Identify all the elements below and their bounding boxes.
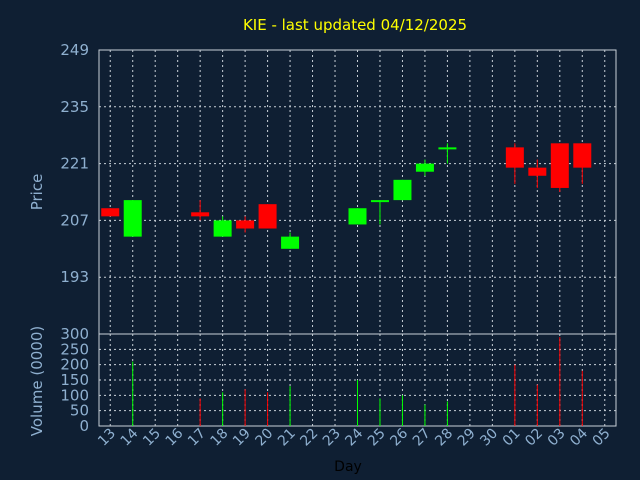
price-tick-label: 249	[60, 41, 89, 59]
volume-tick-label: 300	[60, 325, 89, 343]
candle-body	[415, 163, 434, 172]
price-panel: 249 235 221 207 193	[60, 41, 617, 335]
candle-body	[393, 179, 412, 201]
candle-body	[258, 204, 277, 229]
candle-body	[123, 200, 142, 237]
candle-body	[370, 200, 389, 203]
candle-body	[528, 167, 547, 176]
candle-body	[573, 143, 592, 168]
candle-body	[281, 236, 300, 249]
volume-tick-label: 200	[60, 356, 89, 374]
volume-tick-label: 50	[70, 402, 89, 420]
candle-body	[101, 208, 120, 217]
volume-tick-label: 0	[79, 417, 89, 435]
price-tick-label: 207	[60, 211, 89, 229]
candle-body	[438, 147, 457, 150]
candle-body	[550, 143, 569, 188]
x-axis-label: Day	[334, 459, 362, 475]
price-tick-label: 193	[60, 268, 89, 286]
volume-axis-label: Volume (0000)	[28, 326, 46, 436]
volume-tick-label: 150	[60, 371, 89, 389]
candle-body	[505, 147, 524, 168]
price-tick-label: 221	[60, 155, 89, 173]
volume-tick-label: 100	[60, 386, 89, 404]
volume-tick-label: 250	[60, 340, 89, 358]
candle-body	[348, 208, 367, 225]
candle-body	[213, 220, 232, 237]
candle-body	[236, 220, 255, 229]
candle-body	[191, 212, 210, 217]
price-tick-label: 235	[60, 98, 89, 116]
chart-title: KIE - last updated 04/12/2025	[243, 16, 467, 34]
price-axis-label: Price	[28, 174, 46, 211]
